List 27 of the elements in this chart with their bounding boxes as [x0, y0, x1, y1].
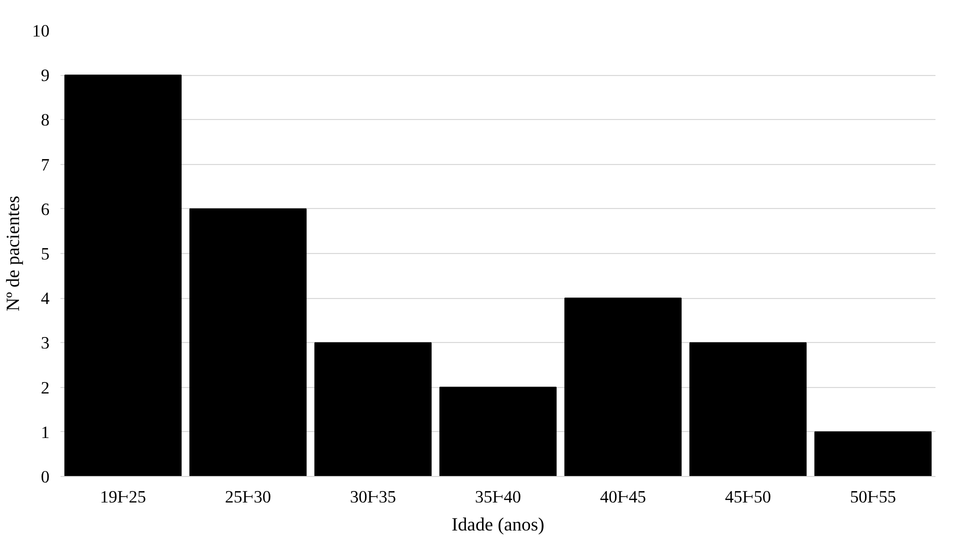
- y-axis-title: Nº de pacientes: [3, 196, 24, 312]
- y-tick-label: 5: [40, 244, 50, 264]
- y-tick-label: 8: [40, 110, 50, 130]
- x-tick-label: 25Ⱶ30: [224, 488, 272, 506]
- x-tick-label: 30Ⱶ35: [350, 488, 396, 506]
- bar: [439, 386, 557, 476]
- y-tick-label: 1: [40, 422, 50, 442]
- x-tick-label: 35Ⱶ40: [474, 488, 522, 506]
- y-tick-label: 6: [40, 200, 50, 219]
- y-tick-label: 7: [40, 155, 50, 174]
- y-tick-label: 3: [40, 334, 50, 353]
- x-axis-title: Idade (anos): [452, 514, 544, 536]
- y-tick-label: 2: [40, 378, 50, 398]
- x-tick-label: 50Ⱶ55: [850, 488, 896, 506]
- y-tick-label: 0: [40, 468, 50, 486]
- bar: [564, 298, 682, 476]
- y-tick-label: 4: [40, 289, 50, 308]
- x-tick-label: 45Ⱶ50: [724, 488, 772, 506]
- bar: [689, 342, 807, 476]
- bar: [189, 208, 307, 476]
- bar: [814, 431, 932, 476]
- y-tick-label: 10: [32, 22, 50, 40]
- y-tick-label: 9: [40, 66, 50, 86]
- bar: [64, 74, 182, 476]
- x-tick-label: 19Ⱶ25: [100, 488, 146, 506]
- x-tick-label: 40Ⱶ45: [600, 488, 646, 506]
- bar: [314, 342, 432, 476]
